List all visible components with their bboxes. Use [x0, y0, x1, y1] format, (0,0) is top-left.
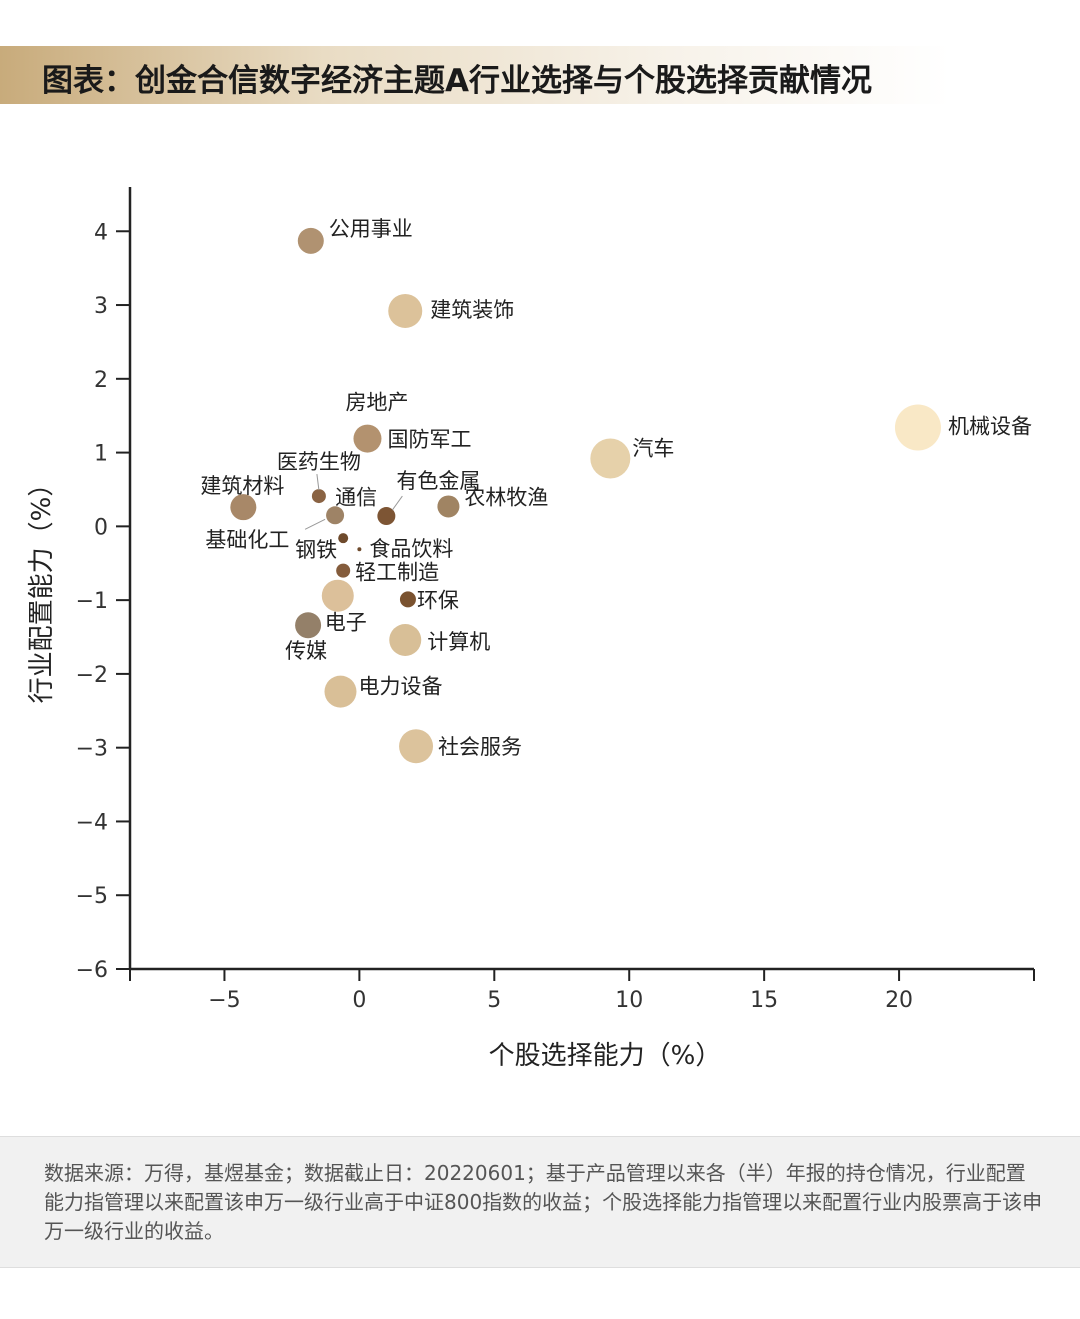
y-tick-label: −4 [76, 810, 108, 835]
y-tick-label: 2 [94, 368, 108, 393]
data-point [324, 675, 357, 708]
point-label: 基础化工 [205, 528, 289, 552]
label-leader-line [304, 518, 326, 530]
point-label: 通信 [335, 485, 377, 509]
data-point [353, 424, 382, 453]
x-tick-label: −5 [208, 988, 240, 1013]
y-tick-label: −2 [76, 663, 108, 688]
data-point [357, 547, 362, 552]
point-label: 有色金属 [396, 469, 480, 493]
data-point [336, 563, 351, 578]
data-point [590, 438, 631, 479]
y-tick-label: 1 [94, 442, 108, 467]
y-tick-label: 0 [94, 515, 108, 540]
data-point [297, 227, 324, 254]
y-tick-label: −1 [76, 589, 108, 614]
point-label: 传媒 [285, 639, 327, 663]
x-tick-label: 5 [487, 988, 501, 1013]
point-label: 农林牧渔 [464, 485, 548, 509]
x-tick-label: 10 [615, 988, 643, 1013]
chart-title: 图表：创金合信数字经济主题A行业选择与个股选择贡献情况 [42, 63, 872, 99]
x-tick-label: 0 [352, 988, 366, 1013]
point-label: 环保 [417, 588, 459, 612]
y-tick-label: −3 [76, 737, 108, 762]
label-leader-line [391, 495, 403, 511]
data-point [377, 507, 396, 526]
y-tick-label: −6 [76, 958, 108, 983]
data-point [295, 612, 322, 639]
point-label: 社会服务 [438, 735, 522, 759]
point-label: 国防军工 [387, 428, 471, 452]
point-label: 公用事业 [329, 217, 413, 241]
data-point [311, 489, 326, 504]
point-label: 建筑装饰 [430, 298, 514, 322]
point-label: 汽车 [632, 436, 674, 460]
data-point [437, 495, 460, 518]
point-label: 食品饮料 [369, 537, 453, 561]
y-axis-label: 行业配置能力（%） [27, 471, 57, 704]
data-point [399, 729, 434, 764]
point-label: 轻工制造 [355, 561, 439, 585]
point-label: 电力设备 [358, 675, 442, 699]
label-leader-line [316, 474, 320, 491]
x-tick-label: 15 [750, 988, 778, 1013]
point-label: 钢铁 [295, 538, 337, 562]
title-banner: 图表：创金合信数字经济主题A行业选择与个股选择贡献情况 [0, 46, 1080, 104]
data-point [338, 533, 349, 544]
x-axis-label: 个股选择能力（%） [489, 1041, 722, 1071]
y-tick-label: −5 [76, 884, 108, 909]
point-label: 机械设备 [948, 415, 1032, 439]
source-note: 数据来源：万得，基煜基金；数据截止日：20220601；基于产品管理以来各（半）… [44, 1161, 1043, 1243]
data-point [388, 293, 423, 328]
point-label: 医药生物 [277, 450, 361, 474]
data-point [399, 591, 416, 608]
point-label: 建筑材料 [200, 474, 284, 498]
y-tick-label: 3 [94, 294, 108, 319]
data-point [230, 494, 257, 521]
source-note-box: 数据来源：万得，基煜基金；数据截止日：20220601；基于产品管理以来各（半）… [0, 1136, 1080, 1268]
point-label: 房地产 [345, 391, 408, 415]
data-point [894, 404, 941, 451]
data-point [321, 579, 354, 612]
data-point [326, 506, 345, 525]
point-label: 电子 [325, 611, 367, 635]
point-label: 计算机 [427, 630, 490, 654]
x-tick-label: 20 [885, 988, 913, 1013]
y-tick-label: 4 [94, 220, 108, 245]
data-point [389, 623, 422, 656]
data-points [230, 227, 941, 764]
